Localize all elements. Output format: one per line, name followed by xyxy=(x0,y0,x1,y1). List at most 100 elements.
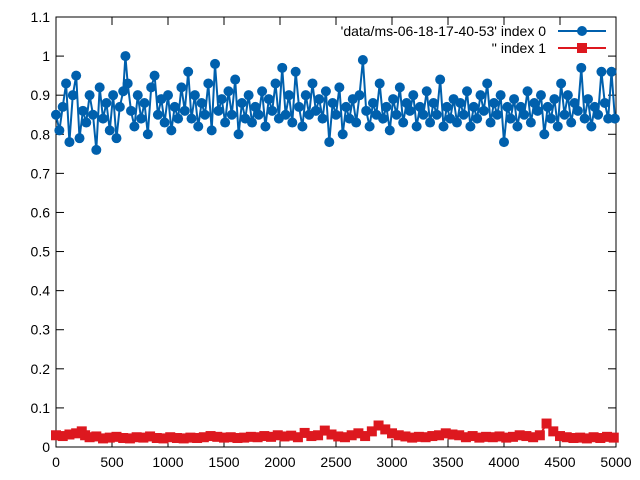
data-point xyxy=(111,133,122,144)
data-point xyxy=(84,432,95,443)
data-point xyxy=(77,105,88,116)
data-point xyxy=(576,62,587,73)
plot-axes xyxy=(55,16,617,448)
data-point xyxy=(541,418,552,429)
data-point xyxy=(149,70,160,81)
data-point xyxy=(353,428,364,439)
data-point xyxy=(579,113,590,124)
data-point xyxy=(108,90,119,101)
data-point xyxy=(441,101,452,112)
data-point xyxy=(142,129,153,140)
data-point xyxy=(232,433,243,444)
data-point xyxy=(519,109,530,120)
data-point xyxy=(421,86,432,97)
x-tick-label: 4500 xyxy=(544,454,575,470)
data-point xyxy=(478,105,489,116)
data-point xyxy=(206,125,217,136)
data-point xyxy=(339,432,350,443)
data-point xyxy=(454,430,465,441)
data-point xyxy=(313,430,324,441)
data-point xyxy=(549,94,560,105)
legend-label: '' index 1 xyxy=(492,40,547,56)
data-point xyxy=(74,133,85,144)
data-point xyxy=(331,109,341,120)
data-point xyxy=(277,62,288,73)
data-point xyxy=(64,429,75,440)
data-point xyxy=(529,98,540,108)
data-point xyxy=(364,121,375,132)
data-point xyxy=(263,94,274,105)
legend-marker xyxy=(577,26,587,36)
data-point xyxy=(380,424,391,435)
data-point xyxy=(515,101,526,112)
data-point xyxy=(411,121,422,132)
data-point xyxy=(126,105,137,116)
data-point xyxy=(310,105,321,116)
data-point xyxy=(393,430,404,441)
data-point xyxy=(198,432,209,443)
data-point xyxy=(566,117,577,128)
y-tick-label: 0.5 xyxy=(31,244,51,260)
data-point xyxy=(104,432,115,443)
data-point xyxy=(171,433,182,444)
data-point xyxy=(118,433,129,444)
data-point xyxy=(468,101,479,112)
data-point xyxy=(98,433,109,444)
data-point xyxy=(588,432,599,443)
data-point xyxy=(307,78,318,89)
data-point xyxy=(360,431,371,442)
data-point xyxy=(297,121,308,132)
data-point xyxy=(413,431,424,442)
data-point xyxy=(427,431,438,442)
data-point xyxy=(287,117,298,128)
series-0 xyxy=(51,51,620,155)
data-point xyxy=(245,431,256,442)
data-point xyxy=(300,90,311,101)
data-point xyxy=(266,431,277,442)
data-point xyxy=(407,432,418,443)
data-point xyxy=(91,431,102,442)
data-point xyxy=(583,94,593,105)
x-tick-label: 0 xyxy=(52,454,60,470)
data-point xyxy=(98,113,109,124)
data-point xyxy=(606,66,617,77)
data-point xyxy=(488,98,499,108)
data-point xyxy=(425,117,436,128)
data-point xyxy=(481,431,492,442)
x-tick-label: 5000 xyxy=(600,454,631,470)
data-point xyxy=(428,98,439,108)
data-point xyxy=(562,90,573,101)
data-point xyxy=(292,432,303,443)
data-point xyxy=(415,101,425,112)
data-point xyxy=(299,427,310,438)
tick-marks: 0 0.1 0.2 0.3 0.4 0.5 0.6 0.7 0.8 0.9 1 1.1 0 500 1000… xyxy=(31,9,632,470)
data-point xyxy=(317,113,328,124)
data-point xyxy=(250,101,261,112)
data-point xyxy=(334,82,345,93)
data-point xyxy=(434,430,445,441)
data-point xyxy=(569,98,580,108)
data-point xyxy=(378,113,389,124)
data-point xyxy=(104,125,115,136)
data-point xyxy=(505,113,516,124)
data-point xyxy=(507,431,518,442)
data-point xyxy=(324,137,335,148)
data-point xyxy=(575,432,586,443)
data-point xyxy=(169,101,180,112)
data-point xyxy=(210,58,221,69)
data-point xyxy=(384,125,395,136)
x-tick-label: 4000 xyxy=(488,454,519,470)
series-1 xyxy=(51,418,619,444)
data-point xyxy=(514,430,525,441)
data-point xyxy=(118,86,129,97)
data-point xyxy=(54,125,65,136)
data-point xyxy=(472,113,483,124)
y-tick-label: 0.8 xyxy=(31,126,51,142)
data-point xyxy=(333,431,344,442)
data-point xyxy=(159,117,170,128)
data-point xyxy=(193,121,204,132)
data-point xyxy=(408,90,419,101)
data-point xyxy=(183,66,194,77)
data-point xyxy=(326,429,337,440)
data-point xyxy=(314,94,325,105)
